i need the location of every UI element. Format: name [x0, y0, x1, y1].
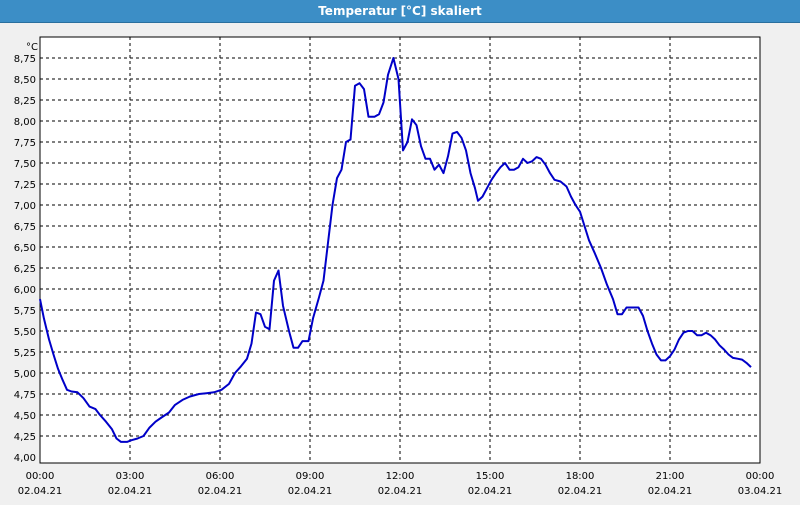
y-axis-unit-label: °C — [26, 42, 38, 53]
y-tick-label: 5,00 — [14, 369, 36, 380]
y-tick-label: 4,25 — [14, 432, 36, 443]
x-tick-time-label: 09:00 — [296, 471, 325, 482]
x-tick-date-label: 02.04.21 — [378, 486, 423, 497]
x-tick-date-label: 03.04.21 — [738, 486, 783, 497]
y-tick-label: 4,50 — [14, 411, 36, 422]
y-tick-label: 6,75 — [14, 222, 36, 233]
x-tick-time-label: 03:00 — [116, 471, 145, 482]
y-tick-label: 7,00 — [14, 201, 36, 212]
x-tick-date-label: 02.04.21 — [648, 486, 693, 497]
y-tick-label: 5,50 — [14, 327, 36, 338]
x-tick-date-label: 02.04.21 — [288, 486, 333, 497]
temperature-chart: 4,00 4,25 4,50 4,75 5,00 5,25 5,50 5,75 6,00 6,25… — [14, 36, 783, 497]
x-tick-date-label: 02.04.21 — [18, 486, 63, 497]
plot-frame — [39, 36, 761, 464]
window-title-bar: Temperatur [°C] skaliert — [0, 0, 800, 23]
y-tick-label: 5,25 — [14, 348, 36, 359]
y-tick-label: 7,75 — [14, 138, 36, 149]
y-tick-label: 5,75 — [14, 306, 36, 317]
y-tick-label: 6,00 — [14, 285, 36, 296]
temperature-series-line — [39, 57, 752, 443]
y-tick-label: 8,25 — [14, 96, 36, 107]
y-tick-label: 4,75 — [14, 390, 36, 401]
x-tick-time-label: 18:00 — [566, 471, 595, 482]
x-tick-time-label: 00:00 — [746, 471, 775, 482]
y-tick-label: 8,50 — [14, 75, 36, 86]
y-tick-label: 7,50 — [14, 159, 36, 170]
y-tick-label: 7,25 — [14, 180, 36, 191]
window-title: Temperatur [°C] skaliert — [318, 4, 482, 18]
y-tick-label: 4,00 — [14, 453, 36, 464]
y-tick-label: 6,25 — [14, 264, 36, 275]
x-tick-time-label: 00:00 — [26, 471, 55, 482]
x-tick-time-label: 15:00 — [476, 471, 505, 482]
x-tick-date-label: 02.04.21 — [198, 486, 243, 497]
x-tick-time-label: 12:00 — [386, 471, 415, 482]
y-tick-label: 6,50 — [14, 243, 36, 254]
y-tick-label: 8,75 — [14, 54, 36, 65]
x-tick-time-label: 21:00 — [656, 471, 685, 482]
x-tick-time-label: 06:00 — [206, 471, 235, 482]
x-tick-date-label: 02.04.21 — [468, 486, 513, 497]
y-tick-label: 8,00 — [14, 117, 36, 128]
x-tick-date-label: 02.04.21 — [108, 486, 153, 497]
x-tick-date-label: 02.04.21 — [558, 486, 603, 497]
chart-area: 4,00 4,25 4,50 4,75 5,00 5,25 5,50 5,75 6,00 6,25… — [0, 23, 800, 500]
